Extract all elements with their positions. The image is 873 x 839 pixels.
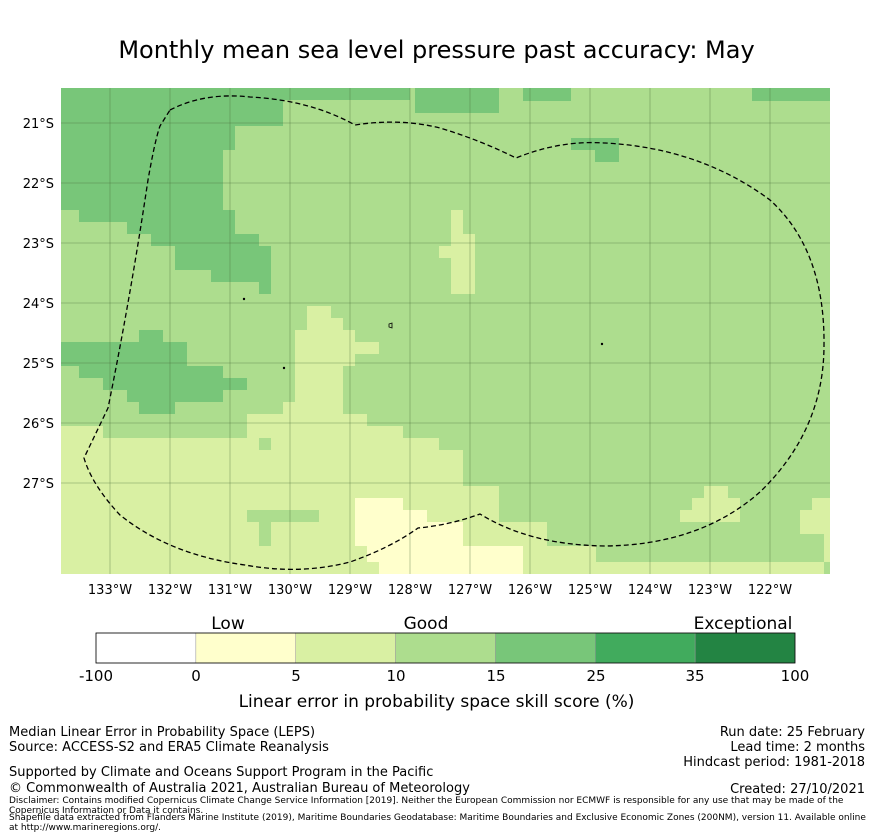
lon-tick: 128°W — [388, 583, 432, 598]
skill-region-0-5 — [355, 498, 523, 574]
lat-tick: 27°S — [23, 477, 54, 492]
skill-region-15-25 — [61, 88, 830, 414]
lon-tick: 124°W — [628, 583, 672, 598]
footer-run-date: Run date: 25 February — [719, 725, 865, 740]
lat-tick: 22°S — [23, 177, 54, 192]
colorbar-swatch — [694, 632, 796, 664]
lon-tick: 125°W — [568, 583, 612, 598]
colorbar-tick: 10 — [386, 667, 405, 685]
lon-tick: 130°W — [268, 583, 312, 598]
colorbar-swatch — [495, 632, 596, 664]
chart-title: Monthly mean sea level pressure past acc… — [118, 36, 755, 64]
footer-support: Supported by Climate and Oceans Support … — [9, 765, 434, 780]
colorbar-tick: 0 — [191, 667, 201, 685]
footer-created: Created: 27/10/2021 — [730, 782, 865, 797]
colorbar-ticks: -100 0 5 10 15 25 35 100 — [79, 667, 809, 685]
footer-lead-time: Lead time: 2 months — [730, 740, 865, 755]
lon-tick: 129°W — [328, 583, 372, 598]
colorbar-tick: 5 — [291, 667, 301, 685]
colorbar-swatch — [195, 632, 296, 664]
footer-shapefile-credit: Shapefile data extracted from Flanders M… — [9, 813, 866, 833]
colorbar-swatch — [95, 632, 197, 664]
lat-tick: 24°S — [23, 297, 54, 312]
colorbar-category-good: Good — [404, 614, 449, 634]
colorbar-category-exceptional: Exceptional — [694, 614, 793, 634]
colorbar-frame — [95, 632, 796, 664]
colorbar-swatch — [295, 632, 396, 664]
colorbar-tick: 100 — [781, 667, 810, 685]
lon-axis: 133°W 132°W 131°W 130°W 129°W 128°W 127°… — [88, 583, 792, 598]
colorbar-title: Linear error in probability space skill … — [238, 692, 635, 712]
lon-tick: 133°W — [88, 583, 132, 598]
lat-tick: 23°S — [23, 237, 54, 252]
skill-region-10-15-patches — [247, 438, 319, 546]
colorbar-category-low: Low — [211, 614, 245, 634]
footer-copyright: © Commonwealth of Australia 2021, Austra… — [9, 781, 470, 796]
islands — [242, 297, 604, 370]
colorbar — [95, 632, 796, 664]
footer-method: Median Linear Error in Probability Space… — [9, 725, 316, 740]
eez-boundary — [83, 95, 825, 570]
colorbar-tick: 35 — [685, 667, 704, 685]
lon-tick: 122°W — [748, 583, 792, 598]
footer-disclaimer: Disclaimer: Contains modified Copernicus… — [9, 796, 844, 816]
lat-axis: 21°S 22°S 23°S 24°S 25°S 26°S 27°S — [23, 117, 54, 492]
colorbar-tick: 15 — [486, 667, 505, 685]
footer-hindcast-period: Hindcast period: 1981-2018 — [683, 755, 865, 770]
lat-tick: 25°S — [23, 357, 54, 372]
lon-tick: 123°W — [688, 583, 732, 598]
colorbar-swatch — [395, 632, 496, 664]
lon-tick: 126°W — [508, 583, 552, 598]
colorbar-tick: -100 — [79, 667, 113, 685]
lon-tick: 127°W — [448, 583, 492, 598]
lon-tick: 131°W — [208, 583, 252, 598]
lon-tick: 132°W — [148, 583, 192, 598]
skill-region-5-10 — [61, 210, 830, 574]
colorbar-tick: 25 — [586, 667, 605, 685]
footer-source: Source: ACCESS-S2 and ERA5 Climate Reana… — [9, 740, 329, 755]
map-gridlines — [61, 88, 830, 574]
lat-tick: 21°S — [23, 117, 54, 132]
colorbar-swatch — [595, 632, 696, 664]
lat-tick: 26°S — [23, 417, 54, 432]
